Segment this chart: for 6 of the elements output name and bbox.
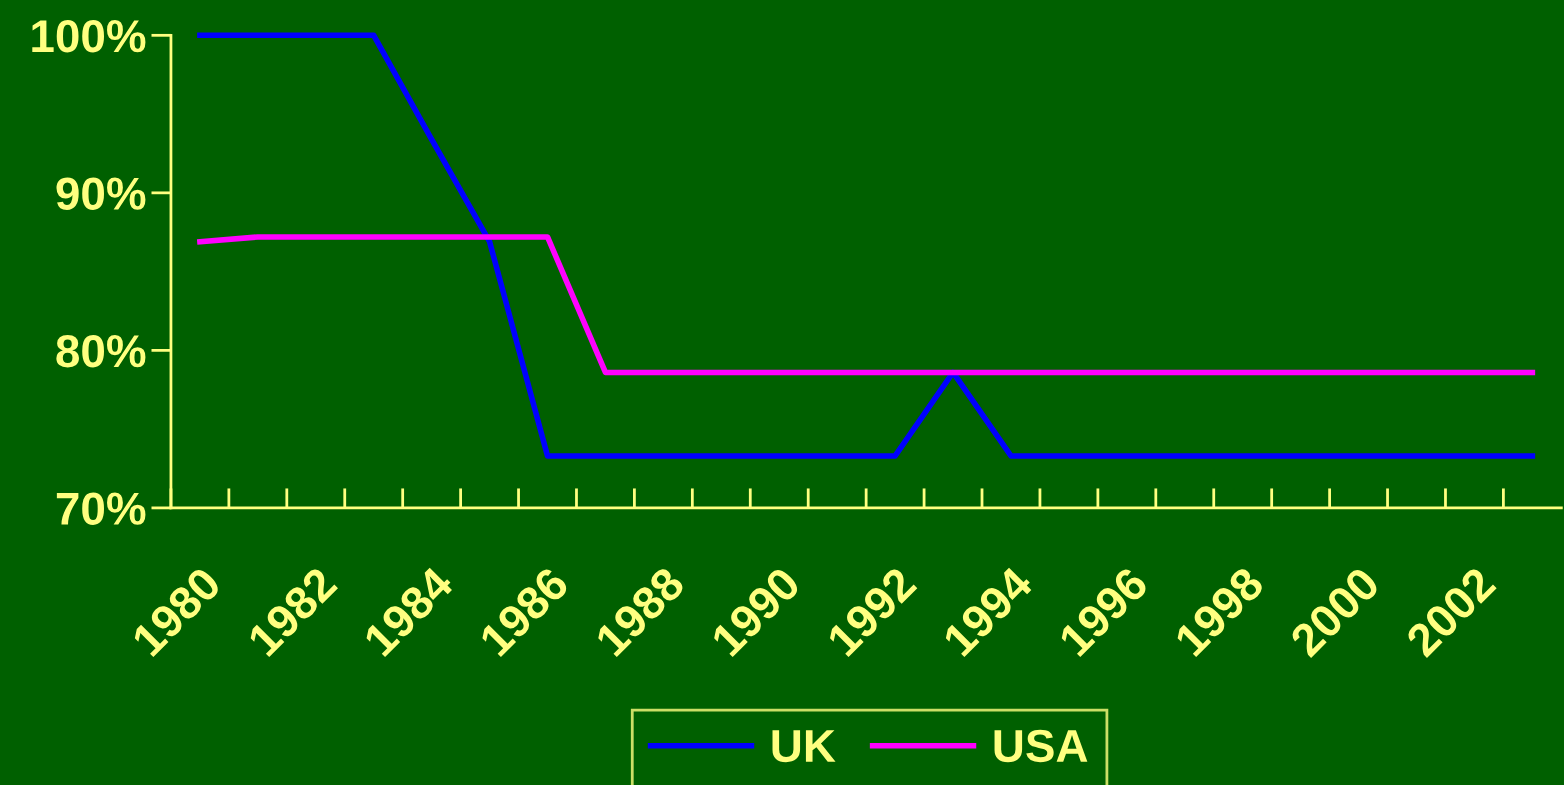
y-tick-label: 70%: [56, 492, 146, 525]
y-tick-label: 80%: [56, 334, 146, 368]
legend-label: USA: [994, 729, 1088, 763]
y-tick-label: 90%: [56, 177, 146, 210]
y-tick-label: 100%: [32, 19, 146, 53]
legend-label: UK: [772, 730, 836, 763]
